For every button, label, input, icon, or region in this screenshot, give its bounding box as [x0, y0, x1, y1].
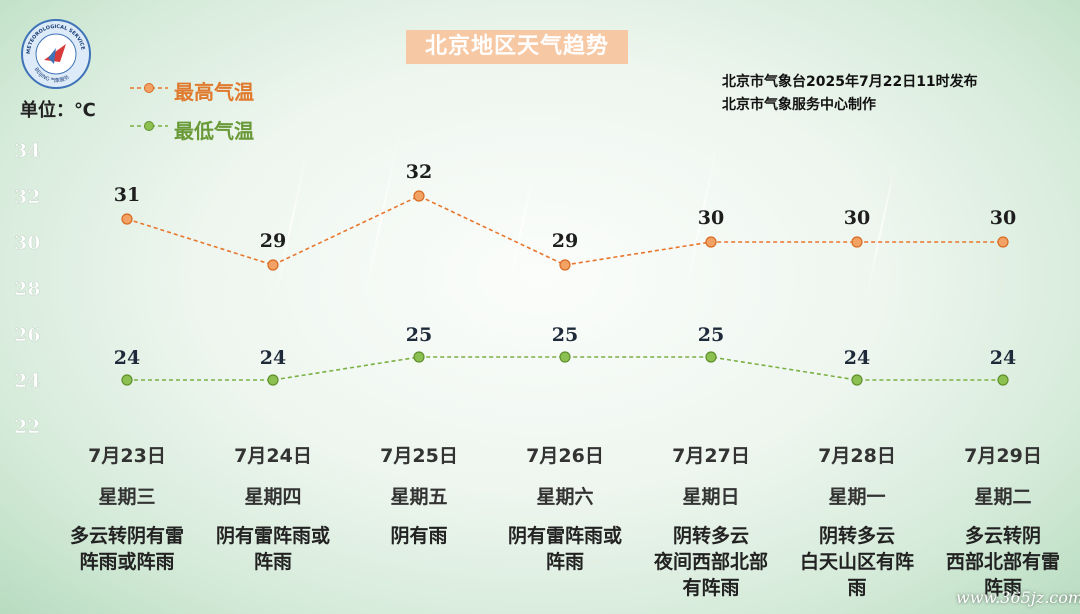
data-point: [267, 374, 279, 386]
forecast-weather: 阴有雨: [346, 523, 492, 549]
forecast-date: 7月29日: [964, 445, 1042, 467]
data-label: 24: [114, 347, 140, 369]
forecast-weather: 阴有雷阵雨或 阵雨: [200, 523, 346, 575]
forecast-weekday: 星期三: [98, 486, 156, 508]
data-point: [413, 190, 425, 202]
data-label: 24: [990, 347, 1016, 369]
weather-line: 阴转多云: [672, 525, 749, 547]
data-label: 30: [844, 207, 870, 229]
y-tick-label: 28: [14, 278, 40, 300]
legend-low-label: 最低气温: [174, 119, 254, 143]
data-point: [851, 236, 863, 248]
weather-line: 阵雨: [253, 551, 292, 573]
weather-line: 阴有雷阵雨或: [215, 525, 330, 547]
weather-line: 阵雨或阵雨: [79, 551, 175, 573]
data-point: [121, 374, 133, 386]
data-label: 30: [698, 207, 724, 229]
data-label: 24: [844, 347, 870, 369]
data-point: [705, 236, 717, 248]
forecast-weather: 阴转多云夜间西部北部 有阵雨: [638, 523, 784, 601]
forecast-date: 7月28日: [818, 445, 896, 467]
data-point: [413, 351, 425, 363]
y-tick-label: 34: [14, 140, 40, 162]
weather-line: 多云转阴有雷: [69, 525, 184, 547]
y-tick-label: 24: [14, 370, 40, 392]
y-tick-label: 32: [14, 186, 40, 208]
weather-line: 多云转阴: [964, 525, 1041, 547]
forecast-weather: 阴转多云白天山区有阵雨: [784, 523, 930, 601]
data-label: 25: [698, 324, 724, 346]
forecast-date: 7月26日: [526, 445, 604, 467]
weather-line: 阵雨: [545, 551, 584, 573]
forecast-weekday: 星期日: [682, 486, 740, 508]
data-point: [559, 351, 571, 363]
forecast-weather: 多云转阴西部北部有雷 阵雨: [930, 523, 1076, 601]
data-point: [121, 213, 133, 225]
data-label: 31: [114, 184, 140, 206]
data-label: 32: [406, 161, 432, 183]
unit-label: 单位：℃: [20, 100, 96, 121]
data-label: 29: [552, 230, 578, 252]
weather-line: 有阵雨: [682, 577, 740, 599]
forecast-date: 7月23日: [88, 445, 166, 467]
weather-line: 阴有雨: [390, 525, 448, 547]
data-label: 25: [406, 324, 432, 346]
forecast-weekday: 星期二: [974, 486, 1032, 508]
data-point: [267, 259, 279, 271]
y-tick-label: 22: [14, 416, 40, 438]
forecast-date: 7月25日: [380, 445, 458, 467]
y-tick-label: 26: [14, 324, 40, 346]
forecast-weekday: 星期一: [828, 486, 886, 508]
source-line-1: 北京市气象台2025年7月22日11时发布: [722, 74, 978, 90]
forecast-weather: 阴有雷阵雨或 阵雨: [492, 523, 638, 575]
forecast-weather: 多云转阴有雷 阵雨或阵雨: [54, 523, 200, 575]
weather-line: 西部北部有雷: [945, 551, 1060, 573]
weather-line: 白天山区有阵: [799, 551, 914, 573]
data-point: [705, 351, 717, 363]
forecast-weekday: 星期六: [536, 486, 594, 508]
data-point: [997, 236, 1009, 248]
watermark: www.365jz.com: [956, 588, 1080, 607]
data-label: 24: [260, 347, 286, 369]
data-label: 30: [990, 207, 1016, 229]
weather-line: 阴有雷阵雨或: [507, 525, 622, 547]
weather-line: 雨: [847, 577, 867, 599]
source-line-2: 北京市气象服务中心制作: [722, 97, 876, 113]
y-tick-label: 30: [14, 232, 40, 254]
weather-line: 阵雨: [983, 577, 1022, 599]
data-point: [851, 374, 863, 386]
data-label: 25: [552, 324, 578, 346]
weather-line: 阴转多云: [818, 525, 895, 547]
forecast-date: 7月24日: [234, 445, 312, 467]
meteorological-service-logo: METEOROLOGICAL SERVICE BEIJING 气象服务: [21, 19, 91, 89]
data-label: 29: [260, 230, 286, 252]
legend-high-label: 最高气温: [174, 80, 254, 104]
weather-line: 夜间西部北部: [653, 551, 768, 573]
forecast-date: 7月27日: [672, 445, 750, 467]
forecast-weekday: 星期四: [244, 486, 302, 508]
page-title: 北京地区天气趋势: [406, 30, 628, 64]
data-point: [559, 259, 571, 271]
data-point: [997, 374, 1009, 386]
forecast-weekday: 星期五: [390, 486, 448, 508]
